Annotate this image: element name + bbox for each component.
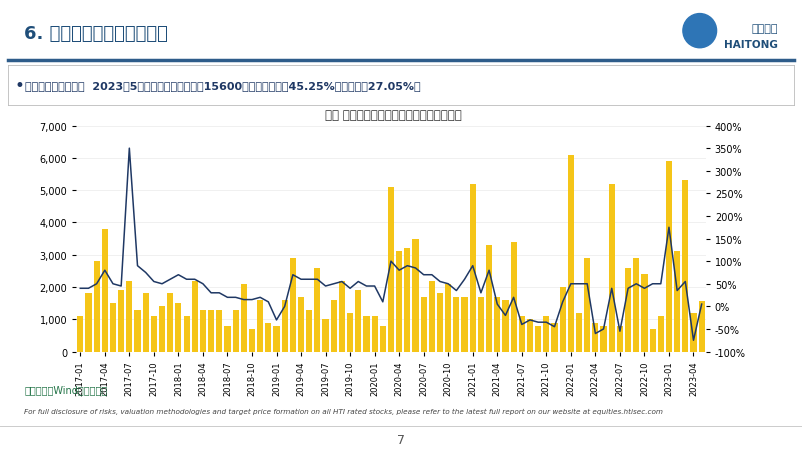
Bar	[77, 316, 83, 352]
Bar	[486, 245, 492, 352]
Bar	[420, 297, 427, 352]
Text: 6. 中国社会融资规模及同比: 6. 中国社会融资规模及同比	[24, 25, 168, 43]
Bar	[396, 252, 403, 352]
Bar	[666, 162, 672, 352]
Bar	[609, 184, 615, 352]
Bar	[176, 304, 181, 352]
Bar	[461, 297, 468, 352]
Bar	[265, 323, 271, 352]
Bar	[560, 287, 565, 352]
Bar	[249, 329, 255, 352]
Bar	[233, 310, 239, 352]
Bar	[94, 262, 99, 352]
Text: 7: 7	[397, 433, 405, 446]
Text: For full disclosure of risks, valuation methodologies and target price formation: For full disclosure of risks, valuation …	[24, 408, 663, 414]
Bar	[217, 310, 222, 352]
Bar	[699, 302, 705, 352]
Bar	[642, 275, 647, 352]
Bar	[143, 294, 148, 352]
Bar	[298, 297, 304, 352]
Bar	[167, 294, 173, 352]
Bar	[110, 304, 116, 352]
Bar	[241, 284, 247, 352]
Bar	[601, 326, 606, 352]
Bar	[208, 310, 214, 352]
Bar	[683, 181, 688, 352]
Bar	[273, 326, 280, 352]
Bar	[634, 258, 639, 352]
Bar	[576, 313, 582, 352]
Bar	[330, 300, 337, 352]
Bar	[502, 300, 508, 352]
Bar	[200, 310, 206, 352]
Bar	[445, 284, 452, 352]
Bar	[282, 300, 288, 352]
Bar	[314, 268, 321, 352]
Bar	[184, 316, 189, 352]
Bar	[322, 320, 329, 352]
Bar	[159, 307, 165, 352]
Text: 海通國際: 海通國際	[751, 24, 778, 34]
Bar	[453, 297, 460, 352]
Bar	[625, 268, 631, 352]
Bar	[552, 323, 557, 352]
Bar	[102, 230, 108, 352]
Bar	[306, 310, 312, 352]
Bar	[339, 281, 345, 352]
Text: HAITONG: HAITONG	[724, 40, 778, 50]
Bar	[371, 316, 378, 352]
Bar	[388, 188, 394, 352]
Text: 图： 中国社会融资规模月度数据及同比增速: 图： 中国社会融资规模月度数据及同比增速	[325, 109, 461, 121]
Bar	[347, 313, 353, 352]
Bar	[568, 155, 574, 352]
Bar	[429, 281, 435, 352]
Bar	[85, 294, 91, 352]
Bar	[126, 281, 132, 352]
Bar	[494, 297, 500, 352]
Bar	[355, 290, 362, 352]
Bar	[412, 239, 419, 352]
Bar	[593, 323, 598, 352]
Bar	[691, 313, 697, 352]
Bar	[527, 320, 533, 352]
Bar	[584, 258, 590, 352]
Bar	[674, 252, 680, 352]
Bar	[478, 297, 484, 352]
Bar	[437, 294, 443, 352]
Bar	[535, 326, 541, 352]
Text: •: •	[14, 76, 24, 94]
Text: 资料来源：Wind，海通国际: 资料来源：Wind，海通国际	[24, 384, 107, 394]
Bar	[290, 258, 296, 352]
Bar	[257, 300, 263, 352]
Bar	[511, 242, 516, 352]
Bar	[379, 326, 386, 352]
Bar	[658, 316, 664, 352]
Bar	[404, 249, 411, 352]
Bar	[118, 290, 124, 352]
Bar	[650, 329, 656, 352]
Bar	[519, 316, 525, 352]
Bar	[363, 316, 370, 352]
Bar	[470, 184, 476, 352]
Bar	[192, 281, 198, 352]
Circle shape	[683, 14, 717, 49]
Bar	[225, 326, 230, 352]
Bar	[135, 310, 140, 352]
Bar	[543, 316, 549, 352]
Bar	[617, 326, 623, 352]
Text: 中国社会融资规模：  2023年5月中国社会融资规模为15600亿元，同比下陉45.25%，环比上咇27.05%。: 中国社会融资规模： 2023年5月中国社会融资规模为15600亿元，同比下陉45…	[26, 80, 421, 90]
Bar	[151, 316, 157, 352]
